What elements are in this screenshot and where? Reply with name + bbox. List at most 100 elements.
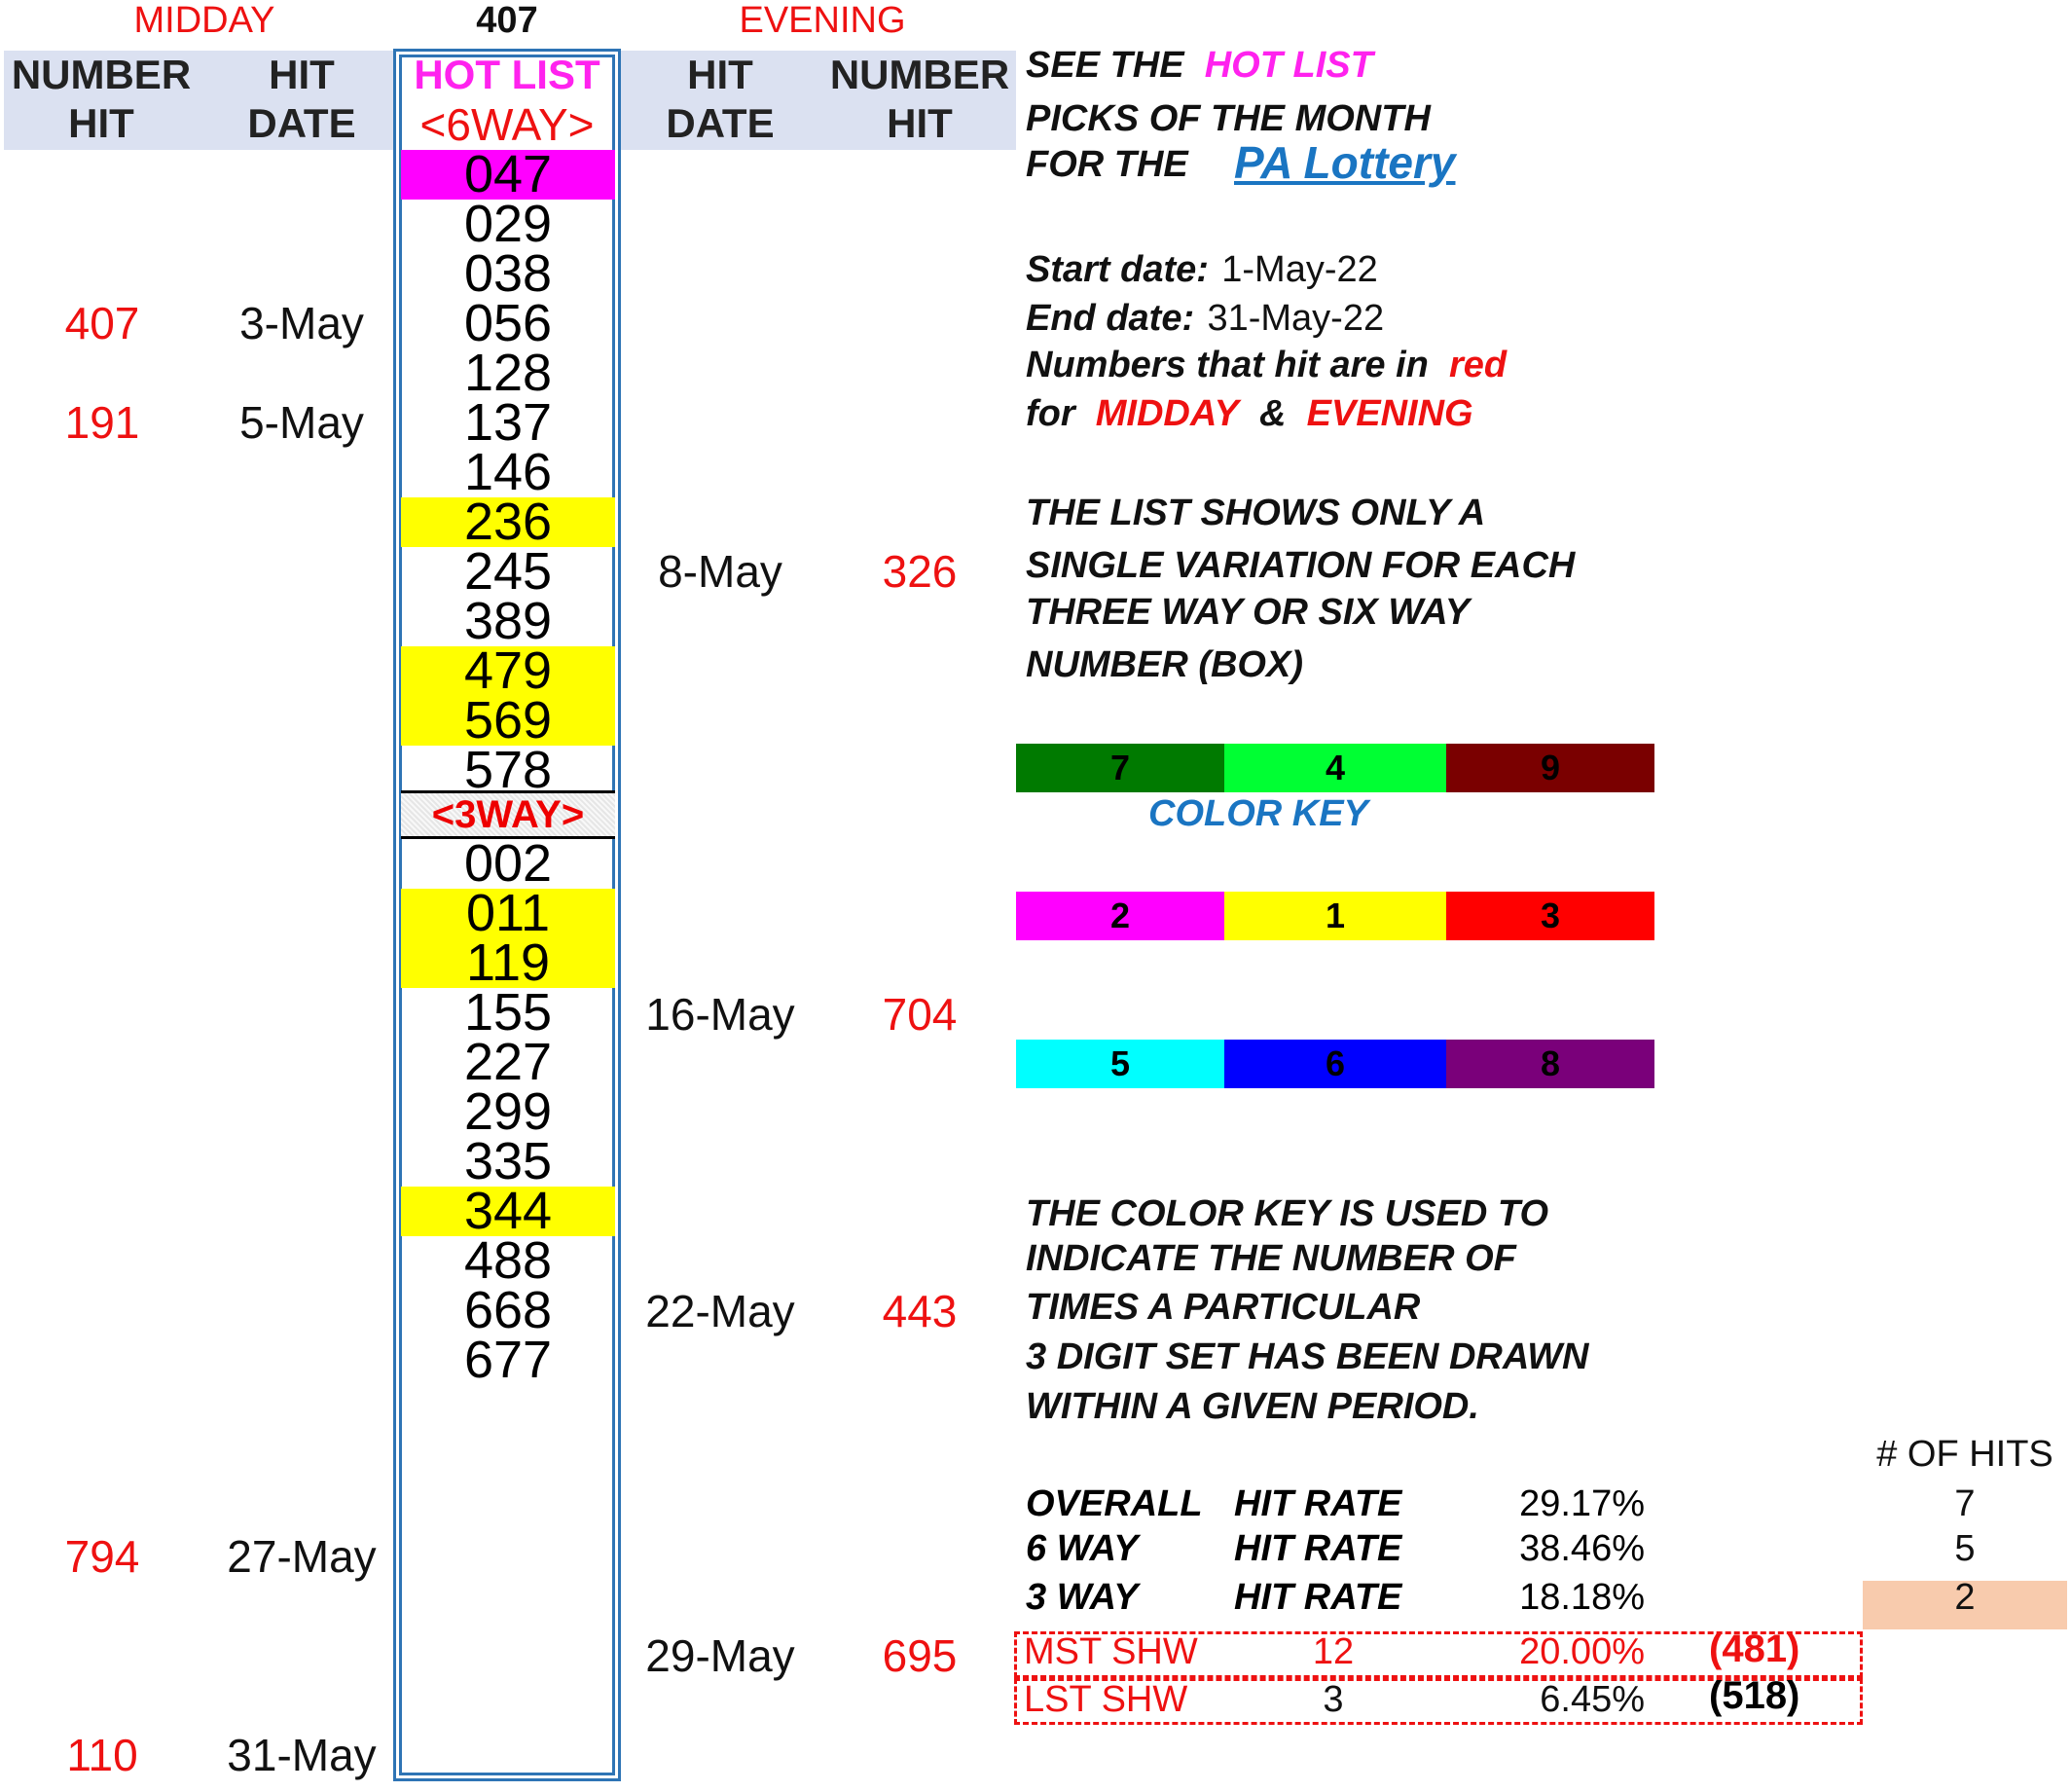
info-line-2: PICKS OF THE MONTH (1026, 98, 1431, 139)
hot-list-number: 137 (463, 393, 553, 452)
key-cell: 5 (1016, 1040, 1224, 1088)
hot-list-number: 479 (401, 644, 615, 697)
hot-list-number: 119 (401, 936, 615, 989)
key-note-4: 3 DIGIT SET HAS BEEN DRAWN (1026, 1336, 1589, 1377)
evening-hit-number: 443 (882, 1286, 958, 1336)
hot-list-number: 047 (401, 148, 615, 201)
stat-label-b: HIT RATE (1234, 1577, 1402, 1618)
midday-hit-date: 31-May (227, 1730, 377, 1780)
evening-hit-date: 29-May (645, 1630, 795, 1681)
least-shown-box (1014, 1678, 1863, 1725)
most-shown-percent: 20.00% (1519, 1631, 1645, 1672)
evening-hit-number: 695 (882, 1630, 958, 1681)
header-number-hit-left: NUMBER HIT (11, 52, 192, 146)
hot-list-title: HOT LIST (414, 52, 600, 97)
center-number: 407 (476, 0, 538, 41)
list-note-2: SINGLE VARIATION FOR EACH (1026, 545, 1576, 586)
key-cell: 8 (1446, 1040, 1654, 1088)
midday-hit-number: 191 (64, 397, 140, 448)
least-shown-label: LST SHW (1024, 1679, 1188, 1720)
key-cell: 3 (1446, 892, 1654, 940)
stat-label-b: HIT RATE (1234, 1528, 1402, 1569)
hits-header: # OF HITS (1876, 1434, 2053, 1475)
hot-list-number: 569 (401, 694, 615, 747)
midday-hit-number: 407 (64, 298, 140, 348)
start-date: Start date: 1-May-22 (1026, 249, 1378, 290)
info-line-1: SEE THE HOT LIST (1026, 45, 1373, 86)
key-cell: 7 (1016, 744, 1224, 792)
hot-list-number: 344 (401, 1185, 615, 1237)
for-note: for MIDDAY & EVENING (1026, 393, 1473, 434)
midday-hit-date: 3-May (239, 298, 364, 348)
key-note-3: TIMES A PARTICULAR (1026, 1287, 1421, 1328)
key-note-2: INDICATE THE NUMBER OF (1026, 1238, 1516, 1279)
stat-hits: 2 (1954, 1577, 1976, 1618)
hot-list-number: 245 (463, 542, 553, 601)
three-way-hits-highlight (1863, 1581, 2067, 1629)
hot-list-number: 128 (463, 344, 553, 402)
color-key-label: COLOR KEY (1148, 793, 1368, 834)
info-line-3: FOR THE (1026, 144, 1188, 185)
stat-hits: 5 (1954, 1528, 1976, 1569)
hot-list-number: 038 (463, 244, 553, 303)
hot-list-number: 677 (463, 1331, 553, 1389)
hot-list-number: 578 (463, 741, 553, 799)
hot-list-number: 002 (463, 834, 553, 893)
hot-list-number: 488 (463, 1231, 553, 1290)
midday-hit-date: 27-May (227, 1531, 377, 1582)
evening-label: EVENING (739, 0, 906, 41)
most-shown-label: MST SHW (1024, 1631, 1198, 1672)
six-way-label: <6WAY> (419, 99, 595, 150)
hits-note: Numbers that hit are in red (1026, 345, 1508, 385)
evening-hit-date: 22-May (645, 1286, 795, 1336)
stat-percent: 38.46% (1519, 1528, 1645, 1569)
hot-list-number: 029 (463, 195, 553, 253)
most-shown-number: (481) (1709, 1627, 1800, 1670)
evening-hit-number: 704 (882, 989, 958, 1040)
end-date: End date: 31-May-22 (1026, 298, 1385, 339)
key-note-5: WITHIN A GIVEN PERIOD. (1026, 1386, 1479, 1427)
most-shown-count: 12 (1312, 1631, 1355, 1672)
hot-list-number: 668 (463, 1281, 553, 1339)
pa-lottery-link[interactable]: PA Lottery (1234, 137, 1456, 188)
header-hit-date-right: HIT DATE (666, 52, 775, 146)
list-note-4: NUMBER (BOX) (1026, 644, 1303, 685)
hot-list-number: 011 (401, 887, 615, 939)
key-cell: 9 (1446, 744, 1654, 792)
evening-hit-date: 8-May (658, 546, 782, 597)
key-note-1: THE COLOR KEY IS USED TO (1026, 1193, 1549, 1234)
stat-label-a: 6 WAY (1026, 1528, 1139, 1569)
hot-list-number: 227 (463, 1033, 553, 1091)
hot-list-number: 155 (463, 983, 553, 1042)
stat-label-b: HIT RATE (1234, 1483, 1402, 1524)
header-band-left (4, 51, 393, 150)
hot-list-number: 236 (401, 495, 615, 548)
evening-hit-number: 326 (882, 546, 958, 597)
stat-percent: 29.17% (1519, 1483, 1645, 1524)
least-shown-count: 3 (1323, 1679, 1344, 1720)
key-cell: 2 (1016, 892, 1224, 940)
key-cell: 6 (1224, 1040, 1446, 1088)
hot-list-number: 335 (463, 1132, 553, 1190)
midday-hit-number: 794 (64, 1531, 140, 1582)
list-note-1: THE LIST SHOWS ONLY A (1026, 493, 1486, 533)
least-shown-percent: 6.45% (1540, 1679, 1645, 1720)
hot-list-number: 299 (463, 1082, 553, 1141)
midday-hit-date: 5-May (239, 397, 364, 448)
stat-label-a: OVERALL (1026, 1483, 1203, 1524)
hot-list-frame (393, 49, 621, 1781)
stat-label-a: 3 WAY (1026, 1577, 1139, 1618)
most-shown-box (1014, 1631, 1863, 1678)
evening-hit-date: 16-May (645, 989, 795, 1040)
header-hit-date-left: HIT DATE (247, 52, 356, 146)
midday-label: MIDDAY (133, 0, 275, 41)
key-cell: 4 (1224, 744, 1446, 792)
least-shown-number: (518) (1709, 1674, 1800, 1717)
list-note-3: THREE WAY OR SIX WAY (1026, 592, 1471, 633)
stat-percent: 18.18% (1519, 1577, 1645, 1618)
header-band-right (621, 51, 1016, 150)
header-number-hit-right: NUMBER HIT (829, 52, 1010, 146)
hot-list-number: 146 (463, 443, 553, 501)
stat-hits: 7 (1954, 1483, 1976, 1524)
three-way-label: <3WAY> (401, 790, 615, 839)
